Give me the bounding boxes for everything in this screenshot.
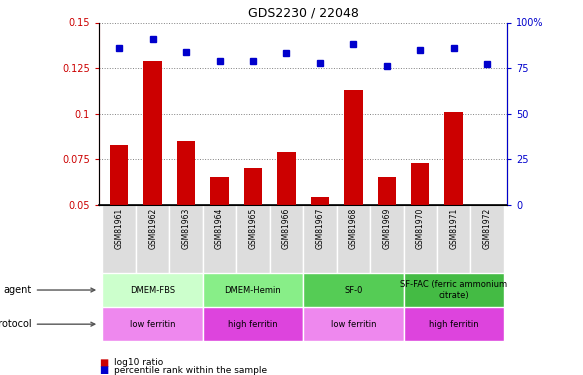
Bar	[244, 168, 262, 296]
Bar	[110, 144, 128, 296]
Bar	[143, 61, 162, 296]
Bar	[370, 205, 403, 273]
Bar	[210, 177, 229, 296]
Text: GSM81968: GSM81968	[349, 208, 358, 249]
Text: percentile rank within the sample: percentile rank within the sample	[114, 366, 267, 375]
Bar	[169, 205, 203, 273]
Bar	[103, 273, 203, 307]
Text: DMEM-Hemin: DMEM-Hemin	[224, 285, 282, 294]
Bar	[470, 205, 504, 273]
Text: DMEM-FBS: DMEM-FBS	[130, 285, 175, 294]
Text: high ferritin: high ferritin	[228, 320, 278, 328]
Bar	[478, 288, 496, 296]
Bar	[344, 90, 363, 296]
Text: log10 ratio: log10 ratio	[114, 358, 163, 367]
Bar	[403, 307, 504, 341]
Bar	[270, 205, 303, 273]
Bar	[378, 177, 396, 296]
Text: ■: ■	[99, 358, 108, 368]
Text: low ferritin: low ferritin	[331, 320, 376, 328]
Bar	[203, 205, 236, 273]
Text: SF-FAC (ferric ammonium
citrate): SF-FAC (ferric ammonium citrate)	[400, 280, 507, 300]
Text: low ferritin: low ferritin	[130, 320, 175, 328]
Text: GSM81965: GSM81965	[248, 208, 258, 249]
Bar	[336, 205, 370, 273]
Text: GSM81963: GSM81963	[181, 208, 191, 249]
Bar	[303, 273, 403, 307]
Text: growth protocol: growth protocol	[0, 319, 95, 329]
Bar	[411, 163, 430, 296]
Bar	[444, 112, 463, 296]
Text: GSM81962: GSM81962	[148, 208, 157, 249]
Bar	[303, 205, 336, 273]
Text: GSM81967: GSM81967	[315, 208, 324, 249]
Bar	[203, 273, 303, 307]
Text: agent: agent	[3, 285, 95, 295]
Bar	[103, 307, 203, 341]
Text: GSM81971: GSM81971	[449, 208, 458, 249]
Text: GSM81969: GSM81969	[382, 208, 391, 249]
Text: GSM81972: GSM81972	[483, 208, 491, 249]
Bar	[403, 273, 504, 307]
Title: GDS2230 / 22048: GDS2230 / 22048	[248, 7, 359, 20]
Text: GSM81970: GSM81970	[416, 208, 425, 249]
Text: ■: ■	[99, 366, 108, 375]
Text: GSM81964: GSM81964	[215, 208, 224, 249]
Bar	[103, 205, 136, 273]
Text: SF-0: SF-0	[344, 285, 363, 294]
Bar	[403, 205, 437, 273]
Bar	[303, 307, 403, 341]
Text: GSM81966: GSM81966	[282, 208, 291, 249]
Bar	[236, 205, 270, 273]
Bar	[203, 307, 303, 341]
Text: GSM81961: GSM81961	[115, 208, 124, 249]
Bar	[437, 205, 470, 273]
Text: high ferritin: high ferritin	[429, 320, 479, 328]
Bar	[278, 152, 296, 296]
Bar	[136, 205, 169, 273]
Bar	[177, 141, 195, 296]
Bar	[311, 197, 329, 296]
